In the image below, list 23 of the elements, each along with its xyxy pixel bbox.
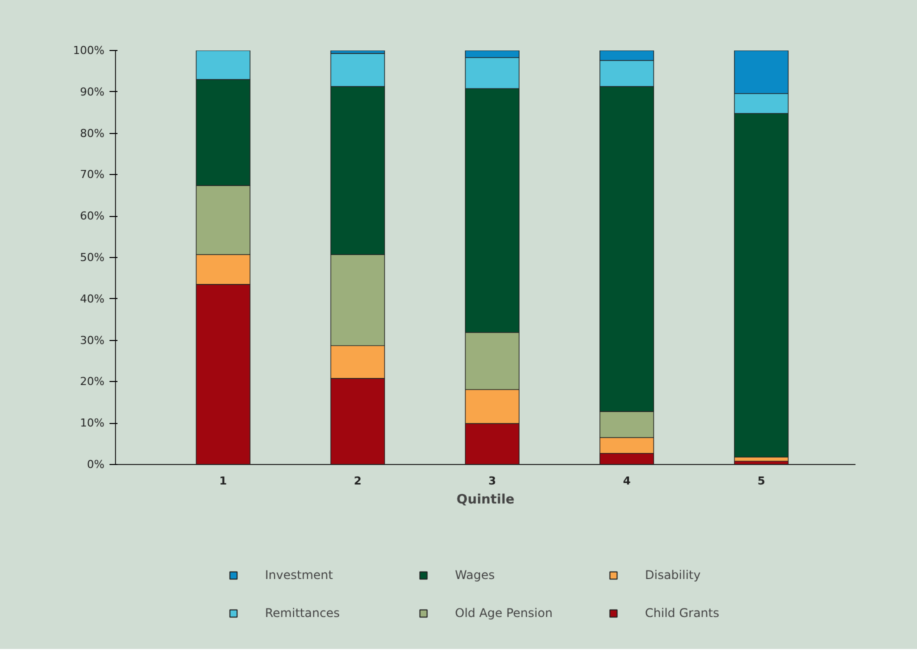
legend-label: Remittances (265, 606, 341, 620)
legend-label: Disability (645, 568, 702, 582)
legend-label: Wages (455, 568, 496, 582)
legend-label: Investment (265, 568, 334, 582)
x-tick-label: 1 (219, 474, 227, 488)
y-tick-label: 50% (80, 251, 105, 264)
y-tick-label: 80% (80, 126, 105, 140)
x-tick-label: 3 (488, 474, 496, 488)
y-tick-label: 100% (73, 44, 105, 57)
y-tick-label: 10% (80, 416, 105, 430)
y-tick-label: 30% (80, 334, 105, 347)
legend-label: Child Grants (645, 606, 720, 620)
x-tick-label: 5 (757, 474, 766, 488)
y-tick-label: 70% (80, 168, 105, 182)
y-tick-label: 60% (80, 210, 105, 223)
x-tick-label: 2 (354, 474, 362, 488)
y-tick-label: 90% (80, 85, 105, 98)
legend-label: Old Age Pension (455, 606, 554, 620)
x-axis-title: Quintile (456, 492, 515, 508)
y-tick-label: 20% (80, 375, 105, 388)
x-tick-label: 4 (622, 474, 631, 488)
y-tick-label: 0% (87, 458, 104, 471)
y-tick-label: 40% (80, 292, 105, 306)
